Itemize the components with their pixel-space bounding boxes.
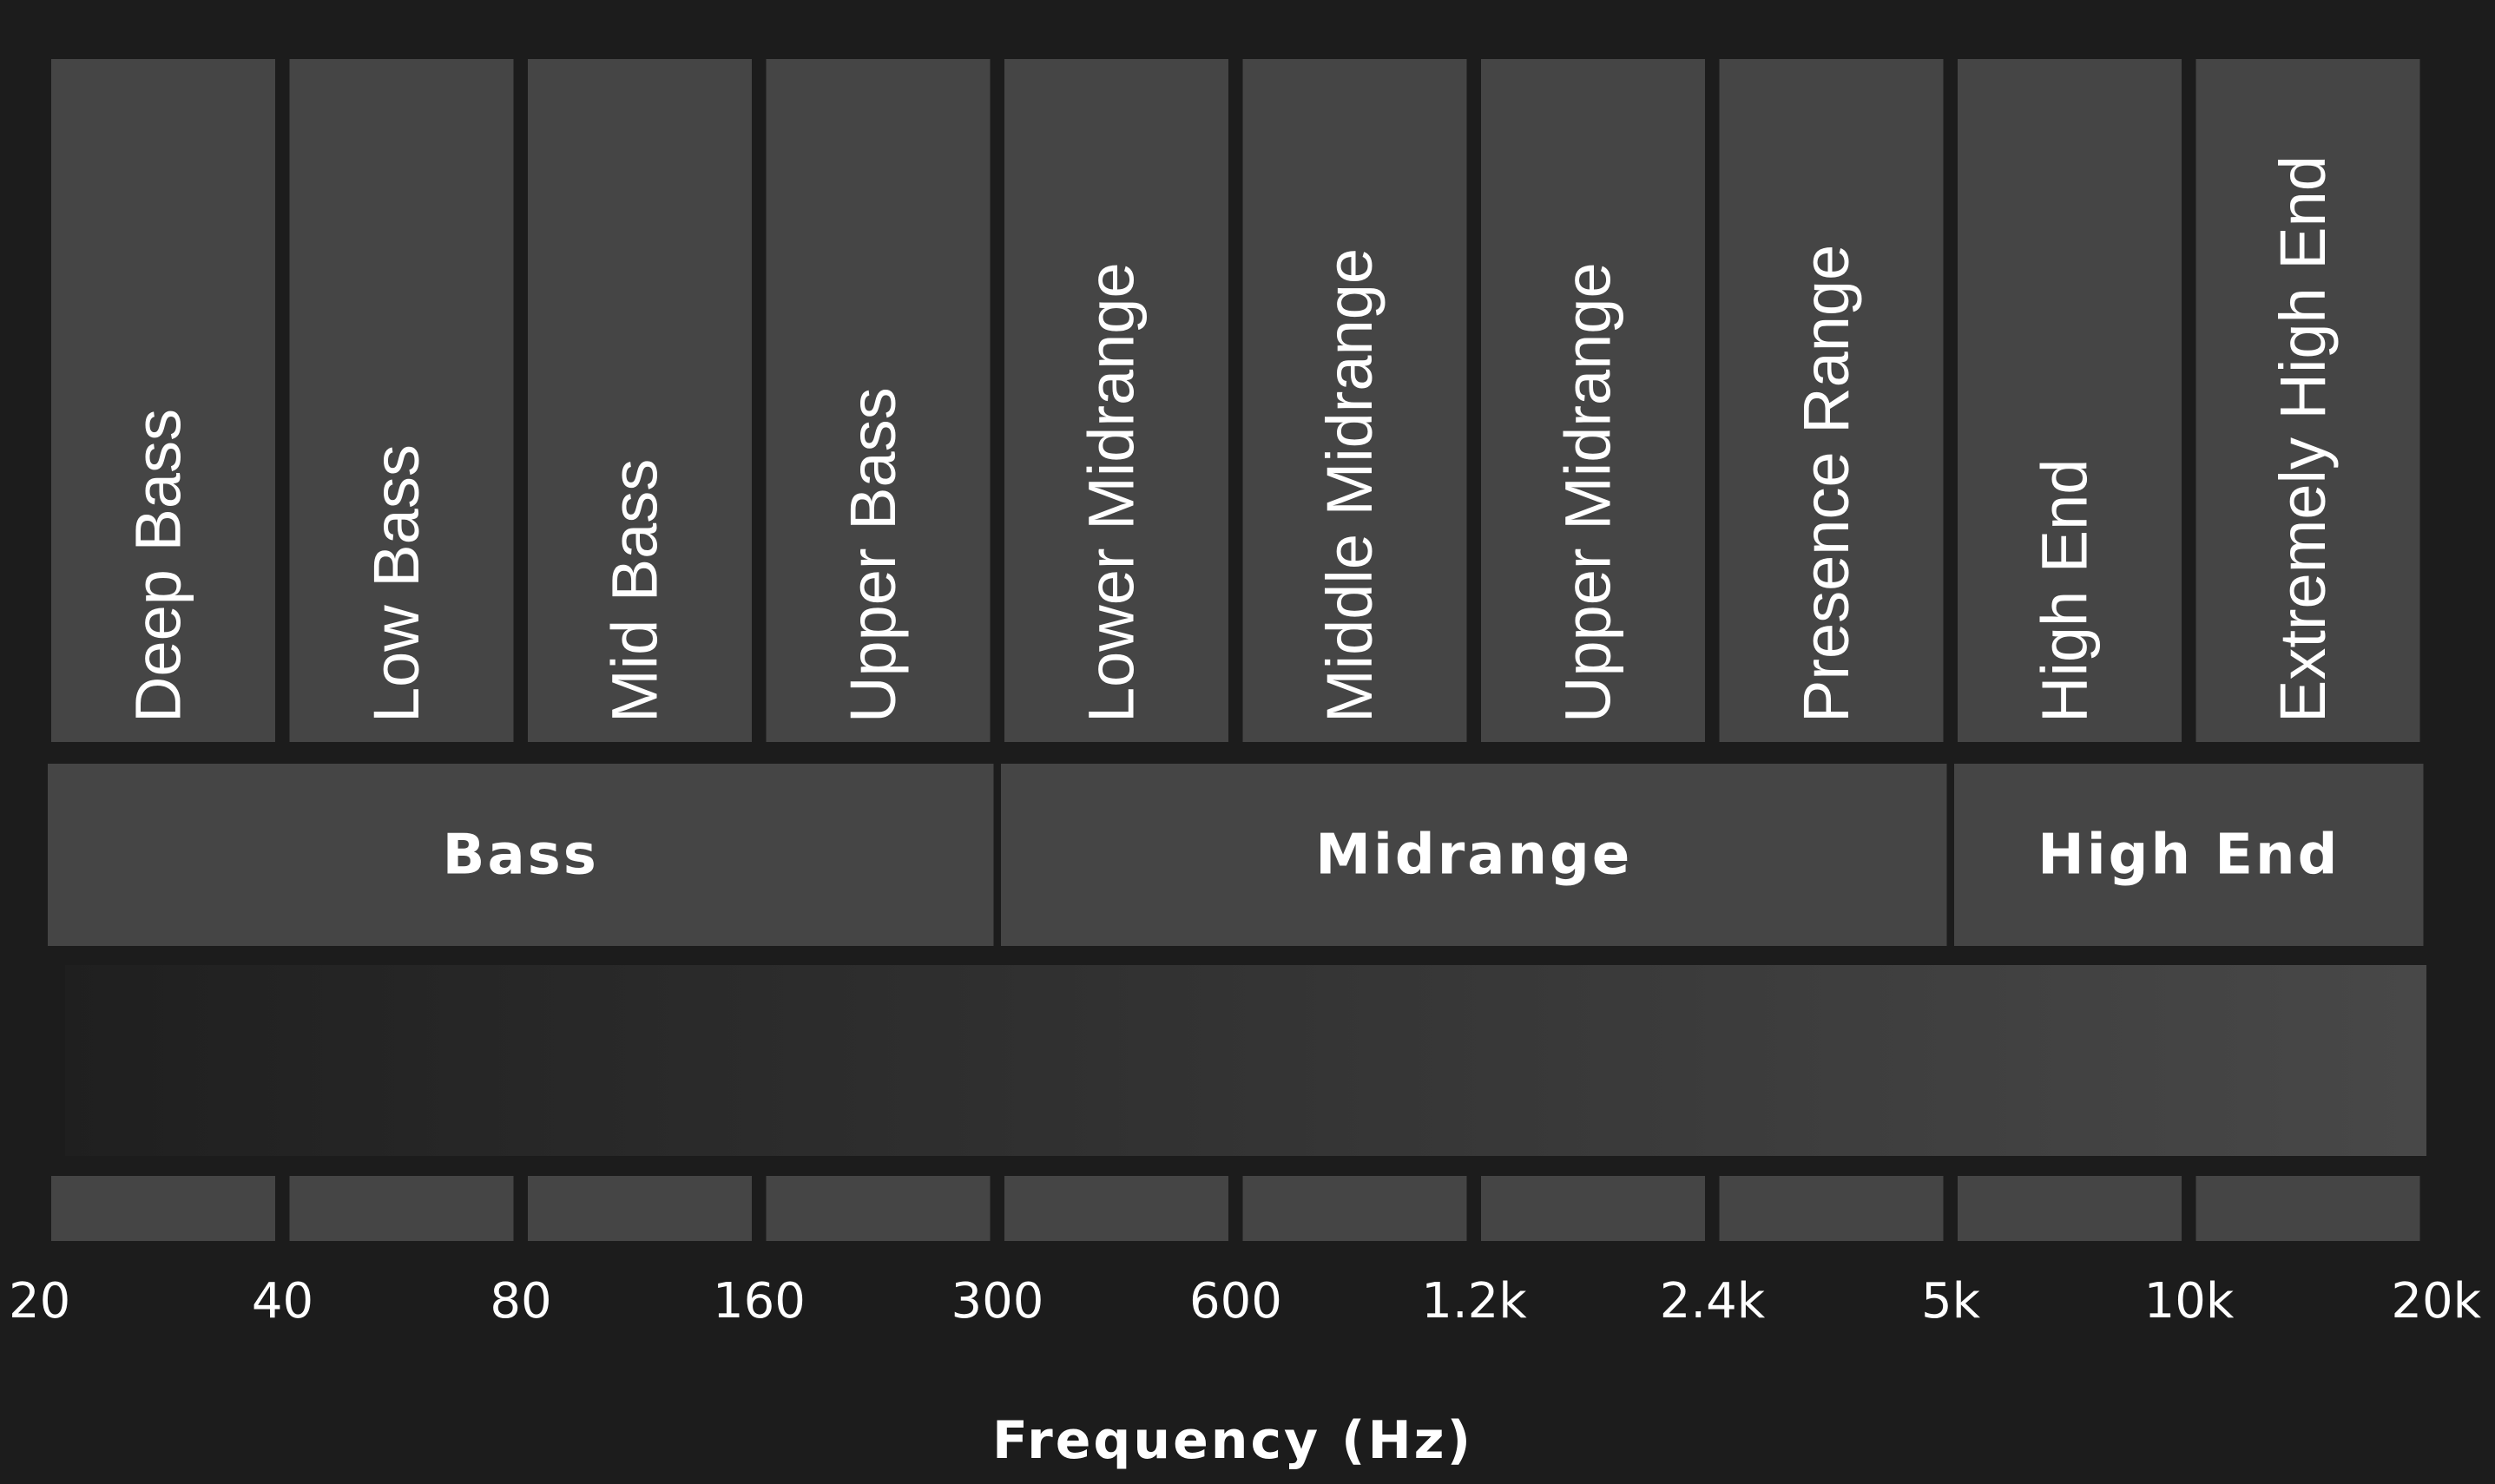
sub-band-label-mid-bass: Mid Bass: [599, 459, 671, 723]
sub-band-label-presence-range: Presence Range: [1790, 245, 1862, 723]
spectrum-gradient-bar: [65, 965, 2426, 1156]
frequency-tick-labels: 20 40 80 160 300 600 1.2k 2.4k 5k 10k 20k: [9, 1273, 2482, 1330]
main-band-high-end: [1954, 764, 2424, 946]
sub-band-label-deep-bass: Deep Bass: [122, 409, 194, 723]
tick-block: [528, 1176, 752, 1241]
main-band-bass: [48, 764, 994, 946]
tick-block: [1481, 1176, 1705, 1241]
sub-band-low-bass: [289, 59, 514, 742]
tick-label: 80: [490, 1273, 551, 1330]
tick-label: 5k: [1921, 1273, 1981, 1330]
main-band-label-high-end: High End: [2037, 824, 2340, 888]
sub-band-label-upper-bass: Upper Bass: [837, 387, 909, 723]
tick-block: [51, 1176, 275, 1241]
tick-label: 2.4k: [1660, 1273, 1766, 1330]
sub-band-middle-midrange: [1242, 59, 1467, 742]
sub-band-lower-midrange: [1004, 59, 1228, 742]
sub-band-mid-bass: [528, 59, 752, 742]
sub-band-presence-range: [1719, 59, 1944, 742]
main-band-label-midrange: Midrange: [1315, 824, 1632, 888]
main-band-label-bass: Bass: [443, 824, 599, 888]
tick-block: [289, 1176, 514, 1241]
tick-label: 20: [9, 1273, 70, 1330]
tick-block: [1719, 1176, 1944, 1241]
tick-block: [1242, 1176, 1467, 1241]
frequency-tick-blocks: [51, 1176, 2420, 1241]
tick-label: 1.2k: [1421, 1273, 1527, 1330]
tick-label: 160: [713, 1273, 806, 1330]
sub-band-extremely-high-end: [2195, 59, 2420, 742]
sub-band-columns: Deep Bass Low Bass Mid Bass Upper Bass Lower…: [51, 59, 2420, 742]
sub-band-label-high-end: High End: [2029, 459, 2101, 723]
sub-band-label-upper-midrange: Upper Midrange: [1552, 262, 1624, 723]
axis-label: Frequency (Hz): [992, 1410, 1473, 1471]
tick-label: 40: [252, 1273, 313, 1330]
tick-block: [766, 1176, 991, 1241]
sub-band-label-extremely-high-end: Extremely High End: [2267, 155, 2339, 723]
sub-band-upper-midrange: [1481, 59, 1705, 742]
tick-block: [2195, 1176, 2420, 1241]
tick-block: [1958, 1176, 2182, 1241]
main-band-midrange: [1001, 764, 1947, 946]
sub-band-upper-bass: [766, 59, 991, 742]
tick-block: [1004, 1176, 1228, 1241]
sub-band-label-middle-midrange: Middle Midrange: [1313, 248, 1386, 723]
main-band-row: Bass Midrange High End: [48, 764, 2424, 946]
tick-label: 10k: [2144, 1273, 2235, 1330]
sub-band-high-end: [1958, 59, 2182, 742]
sub-band-label-low-bass: Low Bass: [360, 444, 432, 723]
sub-band-deep-bass: [51, 59, 275, 742]
sub-band-label-lower-midrange: Lower Midrange: [1076, 262, 1148, 723]
tick-label: 600: [1189, 1273, 1282, 1330]
tick-label: 20k: [2391, 1273, 2481, 1330]
tick-label: 300: [951, 1273, 1044, 1330]
